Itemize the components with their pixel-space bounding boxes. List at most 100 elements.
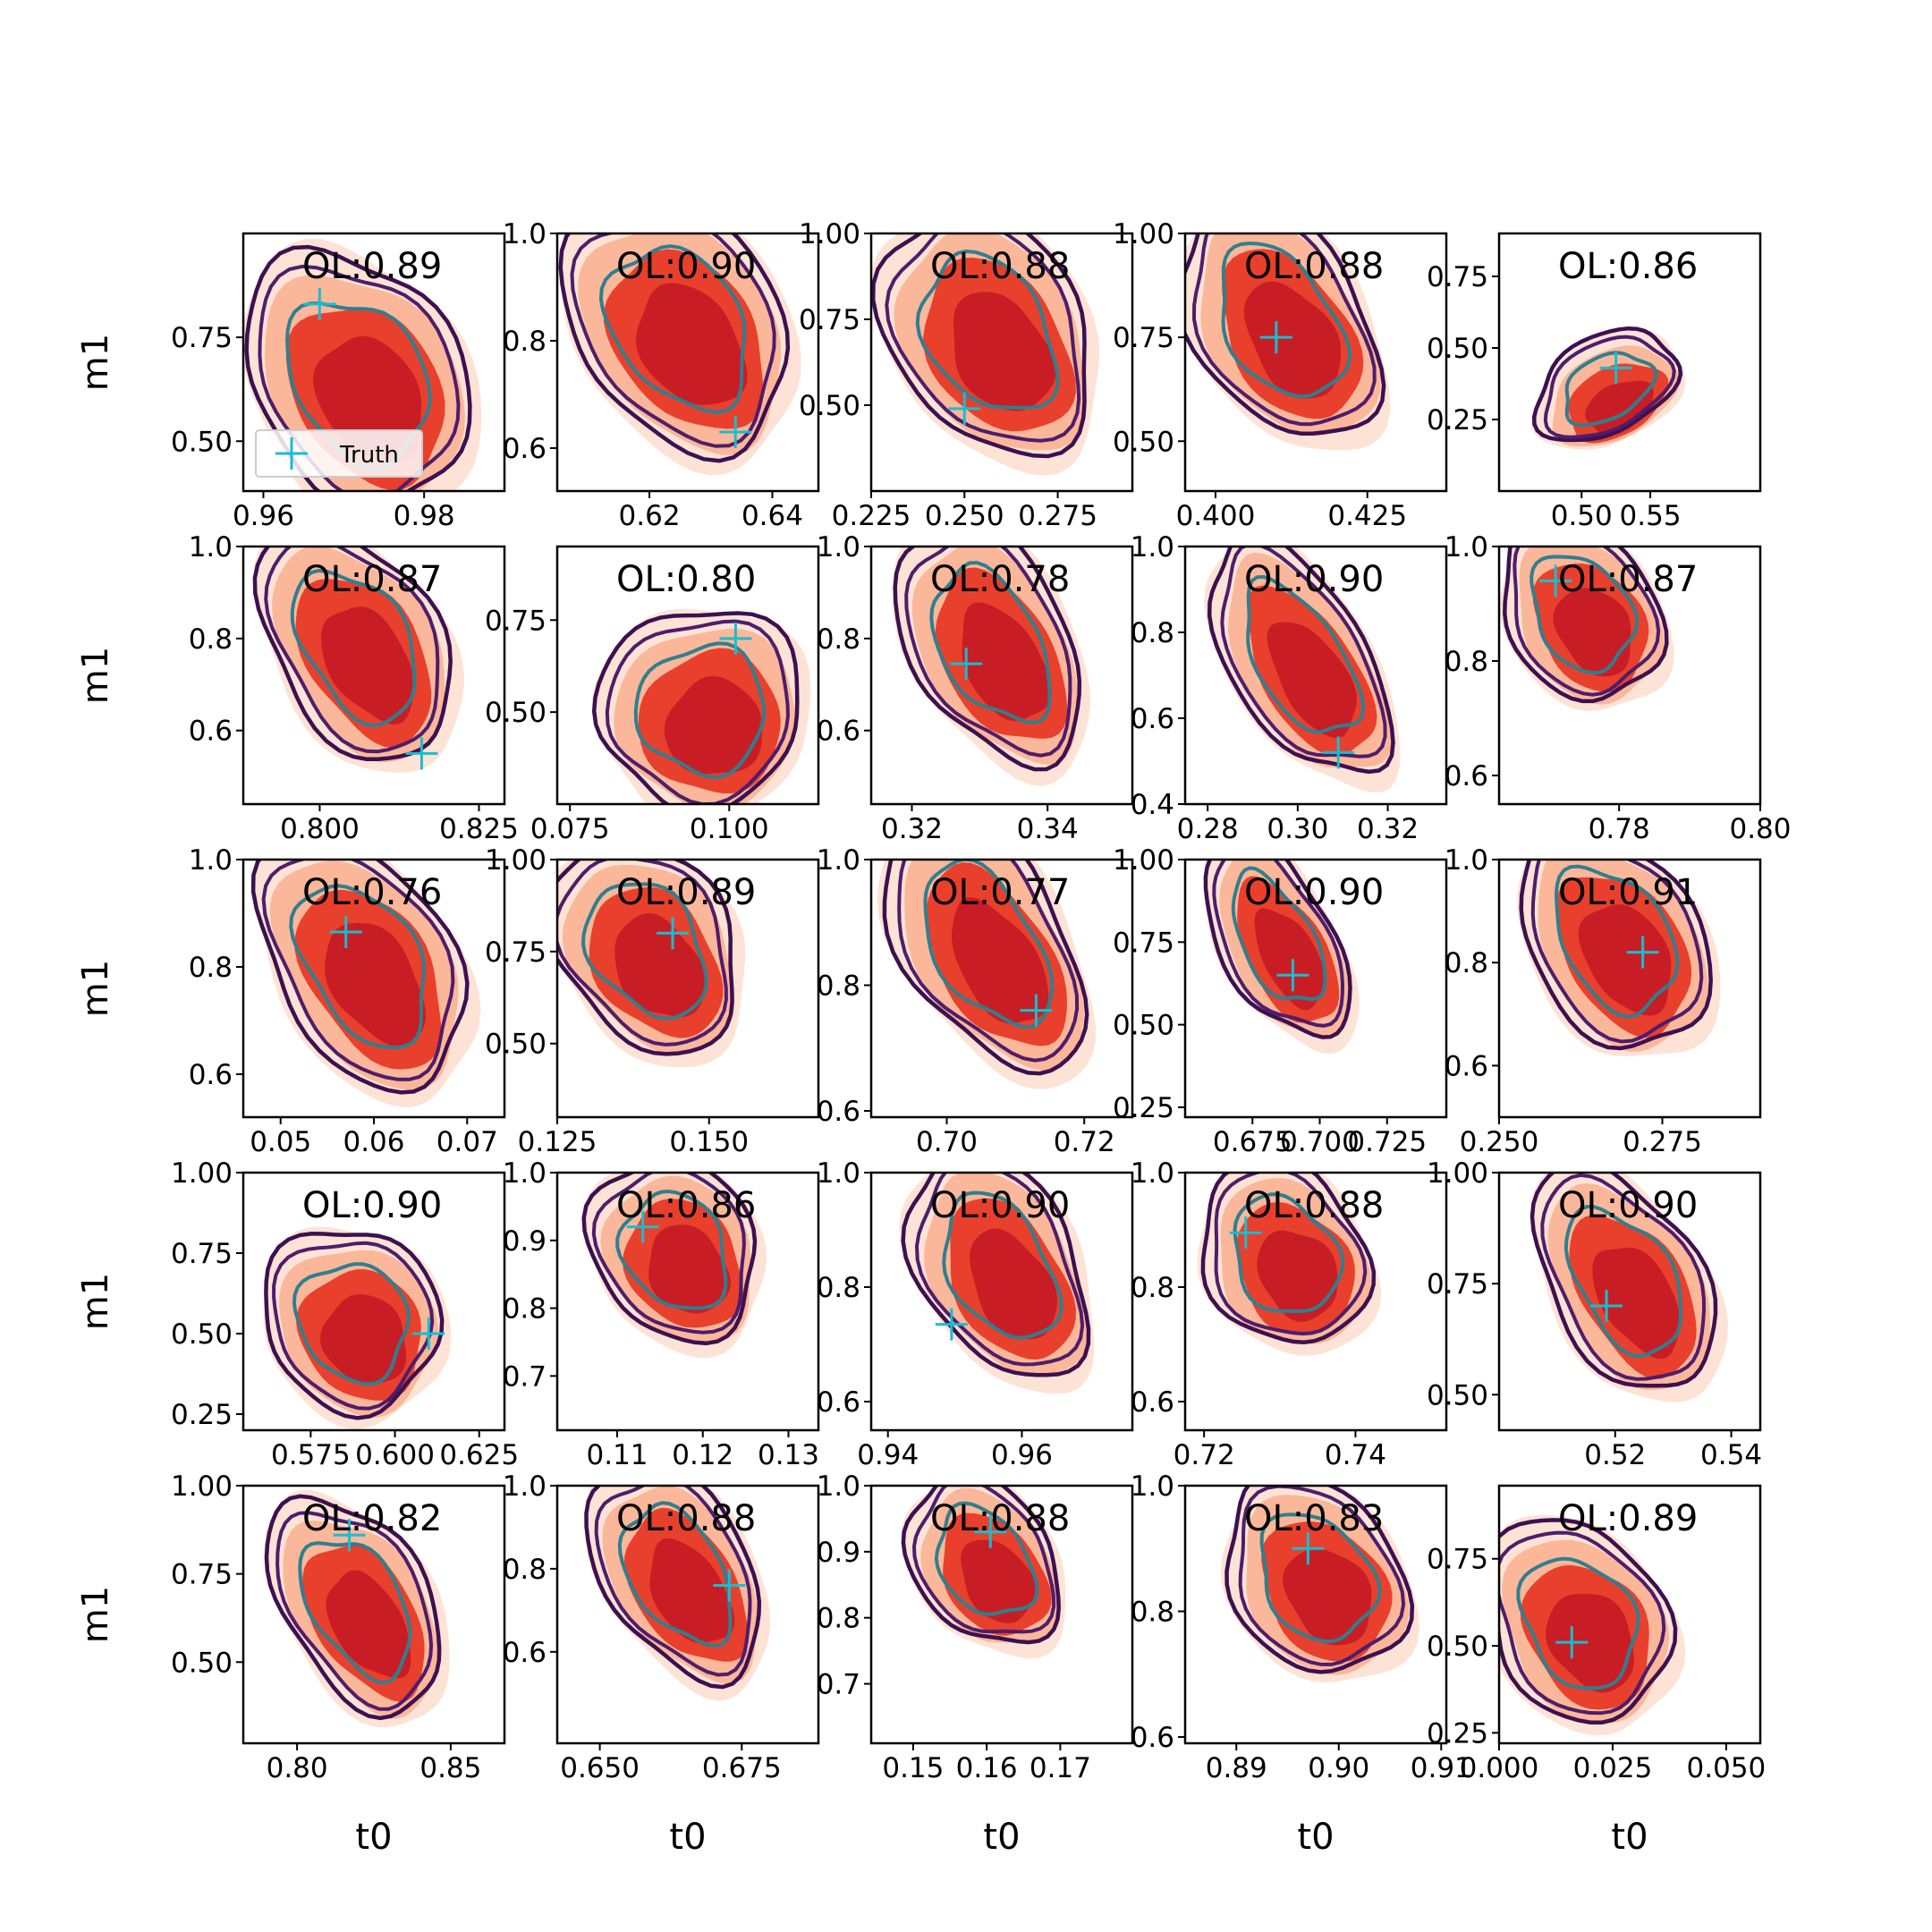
panel-r3c0: 0.575 0.600 0.625 0.25 0.50 0.75 1.00 OL:0.90 m1 xyxy=(75,1157,519,1471)
density-fill-level-3 xyxy=(614,912,707,1018)
overlap-label: OL:0.90 xyxy=(302,1185,442,1226)
y-tick-label: 0.75 xyxy=(485,605,547,637)
contour-outer xyxy=(250,860,470,1095)
y-tick-label: 1.0 xyxy=(817,1157,860,1190)
density-fill-level-3 xyxy=(635,283,748,405)
density-fill-level-3 xyxy=(1546,1593,1634,1693)
legend-label: Truth xyxy=(339,442,399,469)
contour-middle xyxy=(914,1173,1085,1367)
x-tick-label: 0.05 xyxy=(250,1126,311,1158)
x-tick-label: 0.85 xyxy=(419,1752,481,1784)
y-tick-label: 0.4 xyxy=(1131,789,1174,821)
axes-frame xyxy=(1497,1171,1762,1432)
contour-middle xyxy=(264,547,440,754)
x-tick-label: 0.96 xyxy=(233,500,294,532)
x-tick-label: 0.16 xyxy=(956,1752,1018,1784)
axes-frame xyxy=(1497,1484,1762,1745)
density-fill-level-3 xyxy=(325,923,427,1046)
y-tick-label: 0.50 xyxy=(1113,426,1174,458)
panel-r3c1: 0.11 0.12 0.13 0.7 0.8 0.9 1.0 OL:0.86 xyxy=(503,1157,820,1471)
panel-r0c0: 0.96 0.98 0.50 0.75 OL:0.89 m1 Truth xyxy=(75,232,506,532)
density-fill-level-3 xyxy=(648,1224,731,1314)
overlap-label: OL:0.76 xyxy=(302,872,442,913)
y-tick-label: 0.25 xyxy=(171,1399,233,1431)
contour-outer xyxy=(871,233,1087,459)
x-axis-label: t0 xyxy=(983,1817,1020,1858)
panel-r3c4: 0.52 0.54 0.50 0.75 1.00 OL:0.90 xyxy=(1427,1157,1762,1471)
x-tick-label: 0.94 xyxy=(857,1439,919,1471)
overlap-label: OL:0.90 xyxy=(616,246,756,287)
x-tick-label: 0.575 xyxy=(271,1439,351,1471)
overlap-label: OL:0.88 xyxy=(930,246,1070,287)
panel-r1c2: 0.32 0.34 0.6 0.8 1.0 OL:0.78 xyxy=(817,531,1134,845)
axes-frame xyxy=(1497,858,1762,1119)
overlap-label: OL:0.90 xyxy=(1244,872,1384,913)
x-tick-label: 0.675 xyxy=(1213,1126,1292,1158)
overlap-label: OL:0.89 xyxy=(1558,1498,1698,1539)
plot-area xyxy=(1204,547,1401,792)
plot-area xyxy=(250,860,481,1108)
y-tick-label: 0.50 xyxy=(799,390,860,422)
contour-outer xyxy=(1207,547,1395,775)
x-tick-label: 0.70 xyxy=(916,1126,978,1158)
y-tick-label: 1.00 xyxy=(485,844,547,877)
contour-inner xyxy=(617,1501,733,1648)
contour-outer xyxy=(584,1486,762,1690)
contour-outer xyxy=(1185,233,1386,436)
contour-middle xyxy=(1220,547,1387,758)
x-tick-label: 0.32 xyxy=(1357,813,1419,845)
x-tick-label: 0.400 xyxy=(1176,500,1256,532)
contour-inner xyxy=(934,1501,1039,1616)
contour-middle xyxy=(1499,1530,1666,1716)
y-tick-label: 0.75 xyxy=(485,936,547,969)
y-tick-label: 0.6 xyxy=(503,433,547,465)
contour-outer xyxy=(252,547,453,762)
x-tick-label: 0.52 xyxy=(1584,1439,1646,1471)
x-tick-label: 0.050 xyxy=(1687,1752,1767,1784)
axes-frame xyxy=(242,232,506,493)
plot-area xyxy=(871,233,1100,476)
density-fill-level-3 xyxy=(1257,1230,1338,1322)
contour-middle xyxy=(258,264,461,491)
axes-frame xyxy=(869,1171,1134,1432)
contour-middle xyxy=(272,1241,435,1411)
contour-middle xyxy=(897,860,1080,1063)
density-fill-level-3 xyxy=(1592,1247,1681,1360)
y-tick-label: 0.75 xyxy=(171,322,233,354)
panel-r4c3: 0.89 0.90 0.91 0.6 0.8 1.0 OL:0.83 t0 xyxy=(1131,1470,1472,1858)
axes-frame xyxy=(555,858,820,1119)
y-tick-label: 0.8 xyxy=(503,1554,547,1586)
y-tick-label: 1.0 xyxy=(503,218,547,250)
y-tick-label: 0.75 xyxy=(1427,261,1488,293)
y-tick-label: 0.50 xyxy=(1427,1631,1488,1663)
axes-frame xyxy=(1183,545,1448,806)
x-tick-label: 0.64 xyxy=(741,500,803,532)
y-tick-label: 0.8 xyxy=(817,623,860,656)
y-tick-label: 0.8 xyxy=(1131,1272,1174,1304)
y-tick-label: 0.6 xyxy=(189,716,233,748)
axes-frame xyxy=(555,232,820,493)
plot-area xyxy=(252,547,464,773)
axes-frame xyxy=(242,1484,506,1745)
y-tick-label: 0.8 xyxy=(503,326,547,358)
overlap-label: OL:0.78 xyxy=(930,559,1070,600)
y-tick-label: 0.50 xyxy=(171,1647,233,1679)
overlap-label: OL:0.88 xyxy=(1244,246,1384,287)
plot-area xyxy=(1185,233,1391,451)
contour-outer xyxy=(1499,1518,1678,1724)
panel-r4c1: 0.650 0.675 0.6 0.8 1.0 OL:0.88 t0 xyxy=(503,1470,820,1858)
x-tick-label: 0.78 xyxy=(1589,813,1650,845)
contour-outer xyxy=(581,1173,758,1346)
y-tick-label: 1.00 xyxy=(1113,218,1174,250)
plot-area xyxy=(1530,1173,1729,1402)
x-tick-label: 0.650 xyxy=(560,1752,640,1784)
x-tick-label: 0.72 xyxy=(1054,1126,1115,1158)
x-tick-label: 0.98 xyxy=(394,500,455,532)
overlap-label: OL:0.77 xyxy=(930,872,1070,913)
axes-frame xyxy=(1183,1171,1448,1432)
panel-r0c4: 0.50 0.550.250.500.75 OL:0.86 xyxy=(1427,232,1762,532)
density-fill-level-3 xyxy=(319,1294,407,1384)
axes-frame xyxy=(1183,858,1448,1119)
y-tick-label: 1.00 xyxy=(171,1157,233,1190)
plot-area xyxy=(1203,860,1360,1055)
